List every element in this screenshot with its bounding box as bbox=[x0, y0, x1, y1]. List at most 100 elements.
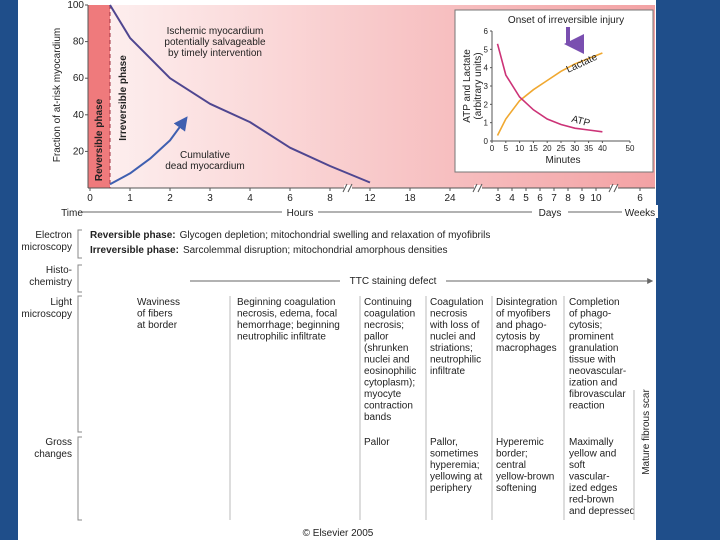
x-tick-label: 4 bbox=[509, 193, 515, 204]
inset-y-label: ATP and Lactate bbox=[462, 49, 473, 123]
phase-text: Sarcolemmal disruption; mitochondrial am… bbox=[183, 245, 448, 256]
x-axis-label: Time bbox=[61, 208, 83, 219]
cell-text: soft bbox=[569, 460, 585, 471]
y-axis-label: Fraction of at-risk myocardium bbox=[52, 28, 63, 162]
cell-text: Coagulation bbox=[430, 297, 483, 308]
axis-break-gap bbox=[610, 185, 618, 191]
annotation: Ischemic myocardium bbox=[167, 26, 264, 37]
cell-text: coagulation bbox=[364, 309, 415, 320]
cell-text: with loss of bbox=[429, 320, 480, 331]
inset-x-tick-label: 5 bbox=[504, 144, 509, 153]
span-label-bg bbox=[340, 274, 446, 287]
x-tick-label: 9 bbox=[579, 193, 585, 204]
inset-x-label: Minutes bbox=[545, 155, 580, 166]
x-unit-label: Days bbox=[539, 208, 562, 219]
annotation: dead myocardium bbox=[165, 161, 244, 172]
cell-text: necrosis bbox=[430, 309, 467, 320]
axis-break-gap bbox=[344, 185, 352, 191]
inset-y-tick-label: 1 bbox=[484, 119, 489, 128]
cell-text: infiltrate bbox=[430, 366, 465, 377]
x-tick-label: 10 bbox=[590, 193, 602, 204]
annotation: by timely intervention bbox=[168, 48, 262, 59]
inset-x-tick-label: 35 bbox=[584, 144, 593, 153]
cell-text: reaction bbox=[569, 401, 605, 412]
unit-bg bbox=[532, 205, 568, 218]
cell-text: prominent bbox=[569, 332, 614, 343]
cell-text: Continuing bbox=[364, 297, 412, 308]
cell-text: ization and bbox=[569, 378, 617, 389]
x-tick-label: 12 bbox=[364, 193, 376, 204]
phase-text: Glycogen depletion; mitochondrial swelli… bbox=[180, 230, 491, 241]
x-tick-label: 1 bbox=[127, 193, 133, 204]
cell-text: and phago- bbox=[496, 320, 547, 331]
unit-bg bbox=[622, 205, 658, 218]
cell-text: and depressed bbox=[569, 506, 635, 517]
inset-y-tick-label: 4 bbox=[484, 64, 489, 73]
inset-x-tick-label: 30 bbox=[570, 144, 579, 153]
row-bracket bbox=[77, 295, 82, 433]
x-tick-label: 24 bbox=[444, 193, 456, 204]
inset-y-tick-label: 5 bbox=[484, 45, 489, 54]
cell-text: neovascular- bbox=[569, 366, 626, 377]
inset-x-tick-label: 0 bbox=[490, 144, 495, 153]
row-label: changes bbox=[34, 449, 72, 460]
x-tick-label: 6 bbox=[537, 193, 543, 204]
inset-y-tick-label: 0 bbox=[484, 137, 489, 146]
phase-name: Reversible phase: bbox=[90, 230, 176, 241]
cell-text: Waviness bbox=[137, 297, 180, 308]
x-tick-label: 8 bbox=[327, 193, 333, 204]
cell-text: neutrophilic bbox=[430, 355, 481, 366]
x-tick-label: 3 bbox=[207, 193, 213, 204]
row-label: chemistry bbox=[29, 277, 72, 288]
cell-text: of myofibers bbox=[496, 309, 550, 320]
cell-text: macrophages bbox=[496, 343, 557, 354]
x-tick-label: 2 bbox=[167, 193, 173, 204]
x-tick-label: 6 bbox=[287, 193, 293, 204]
cell-text: contraction bbox=[364, 401, 413, 412]
cell-text: hyperemia; bbox=[430, 460, 479, 471]
cell-text: myocyte bbox=[364, 389, 402, 400]
cell-text: Beginning coagulation bbox=[237, 297, 335, 308]
cell-text: nuclei and bbox=[430, 332, 476, 343]
y-tick-label: 60 bbox=[73, 73, 85, 84]
inset-x-tick-label: 20 bbox=[543, 144, 552, 153]
row-label: Electron bbox=[35, 230, 72, 241]
cell-text: yellow-brown bbox=[496, 472, 554, 483]
x-unit-label: Hours bbox=[287, 208, 314, 219]
axis-break bbox=[342, 183, 353, 193]
row-bracket bbox=[77, 436, 82, 521]
cell-text: Maximally bbox=[569, 437, 613, 448]
y-tick-label: 40 bbox=[73, 110, 85, 121]
irreversible-phase-label: Irreversible phase bbox=[118, 55, 129, 141]
cell-text: softening bbox=[496, 483, 537, 494]
cell-text: Disintegration bbox=[496, 297, 557, 308]
row-bracket bbox=[77, 264, 82, 293]
x-tick-label: 5 bbox=[523, 193, 529, 204]
cell-text: vascular- bbox=[569, 472, 610, 483]
axis-break-gap bbox=[474, 185, 482, 191]
annotation: potentially salvageable bbox=[164, 37, 266, 48]
row-label: microscopy bbox=[21, 309, 72, 320]
y-tick-label: 100 bbox=[67, 0, 84, 11]
cell-text: eosinophilic bbox=[364, 366, 416, 377]
cell-text: granulation bbox=[569, 343, 618, 354]
x-tick-label: 8 bbox=[565, 193, 571, 204]
row-label: Gross bbox=[45, 437, 72, 448]
phase-name: Irreversible phase: bbox=[90, 245, 179, 256]
side-note: Mature fibrous scar bbox=[641, 389, 652, 475]
row-label: microscopy bbox=[21, 242, 72, 253]
electron-entry: Irreversible phase: Sarcolemmal disruptio… bbox=[90, 245, 448, 256]
electron-entry: Reversible phase: Glycogen depletion; mit… bbox=[90, 230, 490, 241]
cell-text: cytosis by bbox=[496, 332, 540, 343]
cell-text: yellow and bbox=[569, 449, 616, 460]
cell-text: neutrophilic infiltrate bbox=[237, 332, 326, 343]
cell-text: of phago- bbox=[569, 309, 611, 320]
reversible-phase-label: Reversible phase bbox=[94, 98, 105, 181]
cell-text: sometimes bbox=[430, 449, 478, 460]
axis-break bbox=[608, 183, 619, 193]
inset-y-tick-label: 6 bbox=[484, 27, 489, 36]
inset-series-label: ATP bbox=[570, 114, 591, 130]
cell-text: necrosis, edema, focal bbox=[237, 309, 337, 320]
